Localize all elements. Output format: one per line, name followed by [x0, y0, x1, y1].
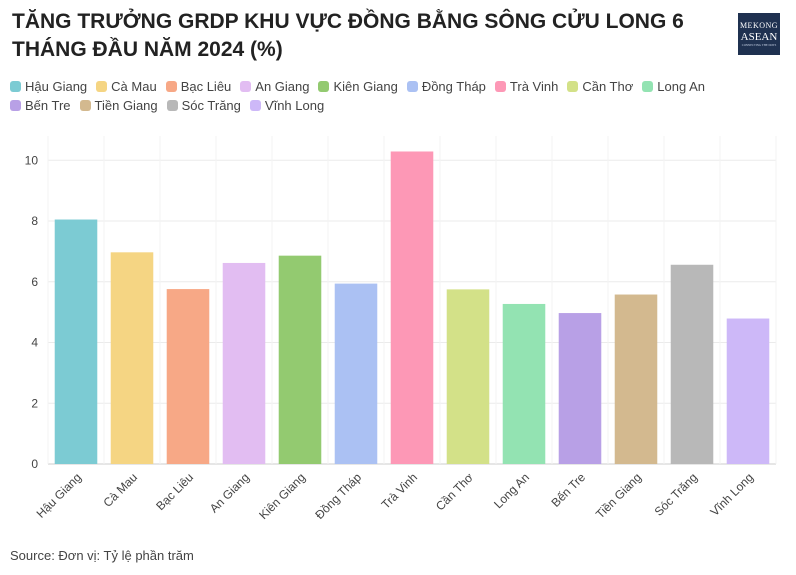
- legend-label: Đồng Tháp: [421, 78, 486, 94]
- legend-swatch: [567, 80, 579, 92]
- legend-label: Sóc Trăng: [181, 97, 241, 113]
- chart-title: TĂNG TRƯỞNG GRDP KHU VỰC ĐỒNG BẰNG SÔNG …: [12, 10, 684, 61]
- legend-item[interactable]: Tiền Giang: [79, 97, 158, 113]
- legend-swatch: [96, 80, 108, 92]
- y-tick-label: 8: [31, 214, 38, 228]
- source-note: Source: Đơn vị: Tỷ lệ phần trăm: [10, 548, 194, 563]
- x-tick-label: Cần Thơ: [433, 470, 476, 513]
- x-tick-label: Tiền Giang: [593, 470, 644, 521]
- legend-swatch: [318, 80, 330, 92]
- legend-label: Bạc Liêu: [180, 78, 232, 94]
- bar[interactable]: [670, 264, 714, 464]
- legend-item[interactable]: Bạc Liêu: [165, 78, 232, 94]
- legend-item[interactable]: Cà Mau: [96, 78, 157, 94]
- bar[interactable]: [614, 294, 658, 464]
- legend-swatch: [10, 99, 21, 111]
- legend-label: Tiền Giang: [94, 97, 158, 113]
- legend-swatch: [249, 99, 261, 111]
- bar[interactable]: [110, 252, 154, 464]
- logo-line-2: ASEAN: [740, 31, 778, 43]
- bar[interactable]: [502, 303, 546, 464]
- chart-legend: Hậu Giang Cà Mau Bạc Liêu An Giang Kiên Gian…: [10, 78, 770, 113]
- x-tick-label: Vĩnh Long: [708, 470, 757, 519]
- legend-label: Vĩnh Long: [264, 97, 325, 113]
- x-tick-label: Cà Mau: [101, 470, 141, 510]
- bar[interactable]: [446, 289, 490, 464]
- y-tick-label: 6: [31, 275, 38, 289]
- legend-item[interactable]: Bến Tre: [10, 97, 71, 113]
- bar[interactable]: [390, 151, 434, 464]
- bar[interactable]: [54, 219, 98, 464]
- x-tick-label: Sóc Trăng: [652, 470, 701, 519]
- x-tick-label: Kiên Giang: [256, 470, 308, 522]
- y-tick-label: 0: [31, 457, 38, 471]
- legend-swatch: [79, 99, 91, 111]
- logo-line-1: MEKONG: [739, 21, 779, 30]
- y-tick-label: 4: [31, 336, 38, 350]
- legend-item[interactable]: Kiên Giang: [318, 78, 398, 94]
- legend-item[interactable]: Sóc Trăng: [166, 97, 241, 113]
- legend-swatch: [642, 80, 654, 92]
- x-tick-label: Đồng Tháp: [312, 470, 364, 522]
- legend-swatch: [165, 80, 177, 92]
- mekong-asean-logo: MEKONG ASEAN CONNECTING THE DOTS: [738, 13, 780, 55]
- legend-item[interactable]: Đồng Tháp: [406, 78, 486, 94]
- y-tick-label: 10: [25, 153, 39, 167]
- legend-label: Cà Mau: [111, 78, 157, 94]
- legend-label: Hậu Giang: [25, 78, 88, 94]
- legend-item[interactable]: Long An: [642, 78, 705, 94]
- x-tick-label: Bạc Liêu: [153, 470, 196, 513]
- legend-item[interactable]: Cần Thơ: [567, 78, 633, 94]
- bar[interactable]: [278, 255, 322, 464]
- bar[interactable]: [166, 289, 210, 464]
- legend-label: Long An: [657, 78, 705, 94]
- legend-label: Kiên Giang: [333, 78, 398, 94]
- legend-swatch: [494, 80, 506, 92]
- legend-item[interactable]: An Giang: [240, 78, 309, 94]
- bar[interactable]: [334, 283, 378, 464]
- legend-item[interactable]: Vĩnh Long: [249, 97, 325, 113]
- legend-label: Trà Vinh: [509, 78, 559, 94]
- legend-swatch: [10, 80, 21, 92]
- legend-label: Bến Tre: [25, 97, 71, 113]
- bar[interactable]: [726, 318, 770, 464]
- x-tick-label: An Giang: [207, 470, 252, 515]
- x-tick-label: Trà Vinh: [379, 470, 421, 512]
- legend-swatch: [406, 80, 418, 92]
- legend-swatch: [166, 99, 178, 111]
- legend-swatch: [240, 80, 252, 92]
- legend-item[interactable]: Trà Vinh: [494, 78, 559, 94]
- legend-item[interactable]: Hậu Giang: [10, 78, 87, 94]
- x-tick-label: Long An: [491, 470, 532, 511]
- x-tick-label: Hậu Giang: [34, 470, 84, 520]
- legend-label: Cần Thơ: [582, 78, 634, 94]
- y-tick-label: 2: [31, 396, 38, 410]
- logo-line-3: CONNECTING THE DOTS: [741, 43, 777, 47]
- bar[interactable]: [222, 262, 266, 464]
- legend-label: An Giang: [255, 78, 310, 94]
- x-tick-label: Bến Tre: [549, 470, 589, 510]
- bar[interactable]: [558, 313, 602, 464]
